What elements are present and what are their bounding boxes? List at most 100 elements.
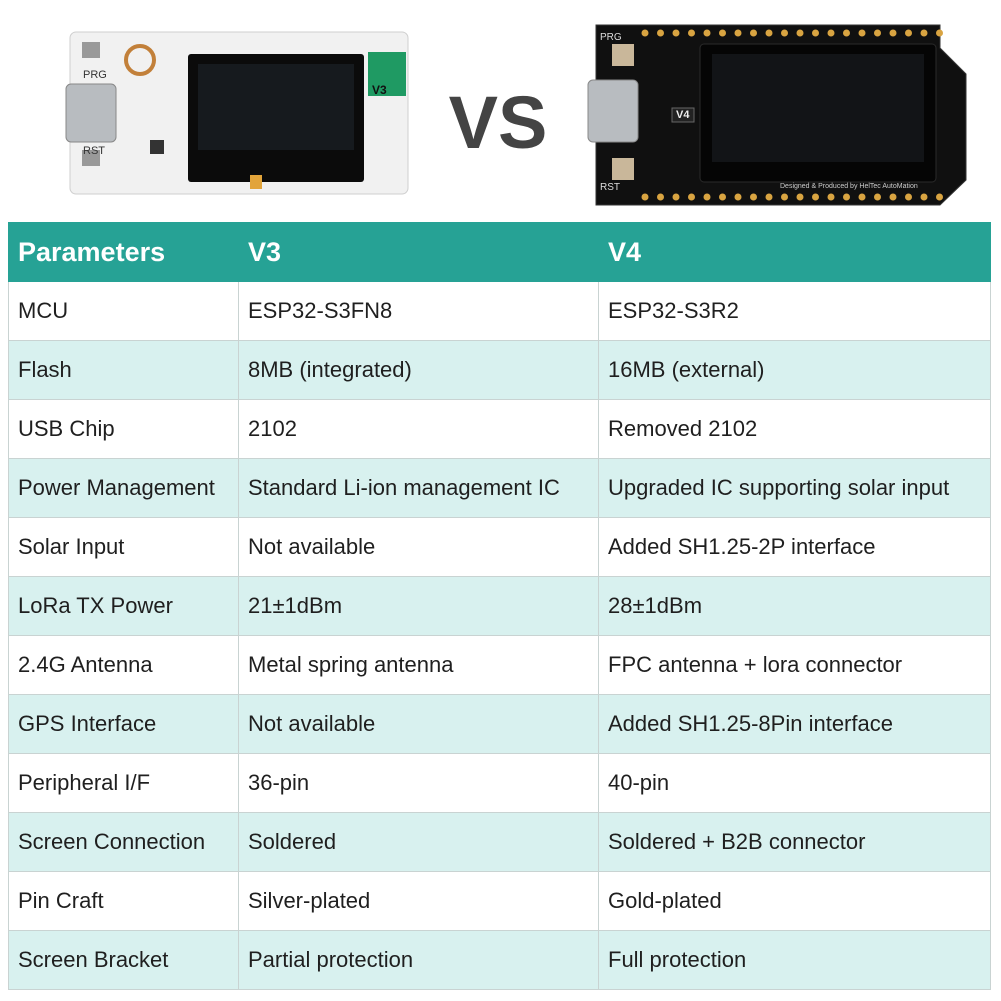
pin	[719, 193, 726, 201]
pin	[905, 29, 912, 37]
table-row: LoRa TX Power 21±1dBm 28±1dBm	[8, 576, 991, 636]
table-row: Screen Bracket Partial protection Full pro…	[8, 930, 991, 990]
pin	[688, 29, 695, 37]
value-cell: Removed 2102	[598, 399, 991, 459]
pin	[672, 193, 680, 201]
table-row: Flash 8MB (integrated) 16MB (external)	[8, 340, 991, 400]
value-cell: Added SH1.25-2P interface	[598, 517, 991, 577]
pin	[734, 193, 742, 201]
pin	[936, 29, 943, 37]
value-cell: Silver-plated	[238, 871, 599, 931]
table-row: USB Chip 2102 Removed 2102	[8, 399, 991, 459]
parameter-cell: Solar Input	[8, 517, 239, 577]
pin	[719, 29, 726, 37]
parameter-cell: Screen Connection	[8, 812, 239, 872]
board-label: RST	[600, 182, 620, 193]
pin	[889, 193, 897, 201]
value-cell: Not available	[238, 517, 599, 577]
value-cell: FPC antenna + lora connector	[598, 635, 991, 695]
pin	[734, 29, 742, 37]
table-row: 2.4G Antenna Metal spring antenna FPC ante…	[8, 635, 991, 695]
pin	[765, 193, 773, 201]
pin	[781, 193, 788, 201]
comparison-table: Parameters V3 V4 MCU ESP32-S3FN8 ESP32-S3R2 F…	[8, 222, 991, 990]
v3-board: PRG RST V3	[65, 31, 409, 195]
header-cell: V4	[598, 222, 991, 282]
value-cell: 21±1dBm	[238, 576, 599, 636]
pin	[750, 29, 757, 37]
table-row: Pin Craft Silver-plated Gold-plated	[8, 871, 991, 931]
header-cell: V3	[238, 222, 599, 282]
value-cell: ESP32-S3FN8	[238, 281, 599, 341]
table-row: MCU ESP32-S3FN8 ESP32-S3R2	[8, 281, 991, 341]
pin	[641, 193, 649, 201]
value-cell: Upgraded IC supporting solar input	[598, 458, 991, 518]
board-label: V3	[372, 83, 387, 97]
pin	[936, 193, 943, 201]
parameter-cell: Pin Craft	[8, 871, 239, 931]
table-row: GPS Interface Not available Added SH1.25-8…	[8, 694, 991, 754]
value-cell: 36-pin	[238, 753, 599, 813]
pin	[920, 29, 928, 37]
value-cell: Full protection	[598, 930, 991, 990]
value-cell: 2102	[238, 399, 599, 459]
parameter-cell: USB Chip	[8, 399, 239, 459]
pin	[889, 29, 897, 37]
parameter-cell: 2.4G Antenna	[8, 635, 239, 695]
value-cell: Soldered + B2B connector	[598, 812, 991, 872]
value-cell: ESP32-S3R2	[598, 281, 991, 341]
parameter-cell: Peripheral I/F	[8, 753, 239, 813]
parameter-cell: Power Management	[8, 458, 239, 518]
parameter-cell: MCU	[8, 281, 239, 341]
v4-board: PRG RST V4 Designed & Produced by HelTec…	[587, 24, 967, 206]
pin	[641, 29, 649, 37]
value-cell: Gold-plated	[598, 871, 991, 931]
value-cell: 28±1dBm	[598, 576, 991, 636]
pin	[796, 193, 804, 201]
table-row: Peripheral I/F 36-pin 40-pin	[8, 753, 991, 813]
pin	[703, 193, 711, 201]
pin	[874, 193, 881, 201]
pin	[688, 193, 695, 201]
pin	[827, 29, 835, 37]
pin	[843, 193, 850, 201]
value-cell: 40-pin	[598, 753, 991, 813]
pin	[703, 29, 711, 37]
pin	[657, 29, 664, 37]
pin	[843, 29, 850, 37]
vs-label: VS	[449, 81, 548, 164]
parameter-cell: Screen Bracket	[8, 930, 239, 990]
pin	[750, 193, 757, 201]
board-images: PRG RST V3 VS PRG RST V4 Designed & Prod…	[65, 24, 967, 206]
pin	[796, 29, 804, 37]
pin	[812, 29, 819, 37]
pin	[858, 29, 866, 37]
value-cell: Not available	[238, 694, 599, 754]
value-cell: Partial protection	[238, 930, 599, 990]
value-cell: Metal spring antenna	[238, 635, 599, 695]
pin	[672, 29, 680, 37]
pin	[858, 193, 866, 201]
pin	[874, 29, 881, 37]
pin	[812, 193, 819, 201]
pin	[765, 29, 773, 37]
value-cell: Standard Li-ion management IC	[238, 458, 599, 518]
table-row: Screen Connection Soldered Soldered + B2B …	[8, 812, 991, 872]
value-cell: Added SH1.25-8Pin interface	[598, 694, 991, 754]
board-label: Designed & Produced by HelTec AutoMation	[780, 183, 918, 190]
board-label: PRG	[600, 32, 622, 43]
value-cell: 16MB (external)	[598, 340, 991, 400]
parameter-cell: GPS Interface	[8, 694, 239, 754]
header-row: Parameters V3 V4	[8, 222, 991, 282]
pin	[827, 193, 835, 201]
parameter-cell: Flash	[8, 340, 239, 400]
value-cell: 8MB (integrated)	[238, 340, 599, 400]
board-label: V4	[676, 109, 690, 121]
board-label: PRG	[83, 69, 107, 81]
pin	[781, 29, 788, 37]
pin	[920, 193, 928, 201]
parameter-cell: LoRa TX Power	[8, 576, 239, 636]
value-cell: Soldered	[238, 812, 599, 872]
pin	[657, 193, 664, 201]
